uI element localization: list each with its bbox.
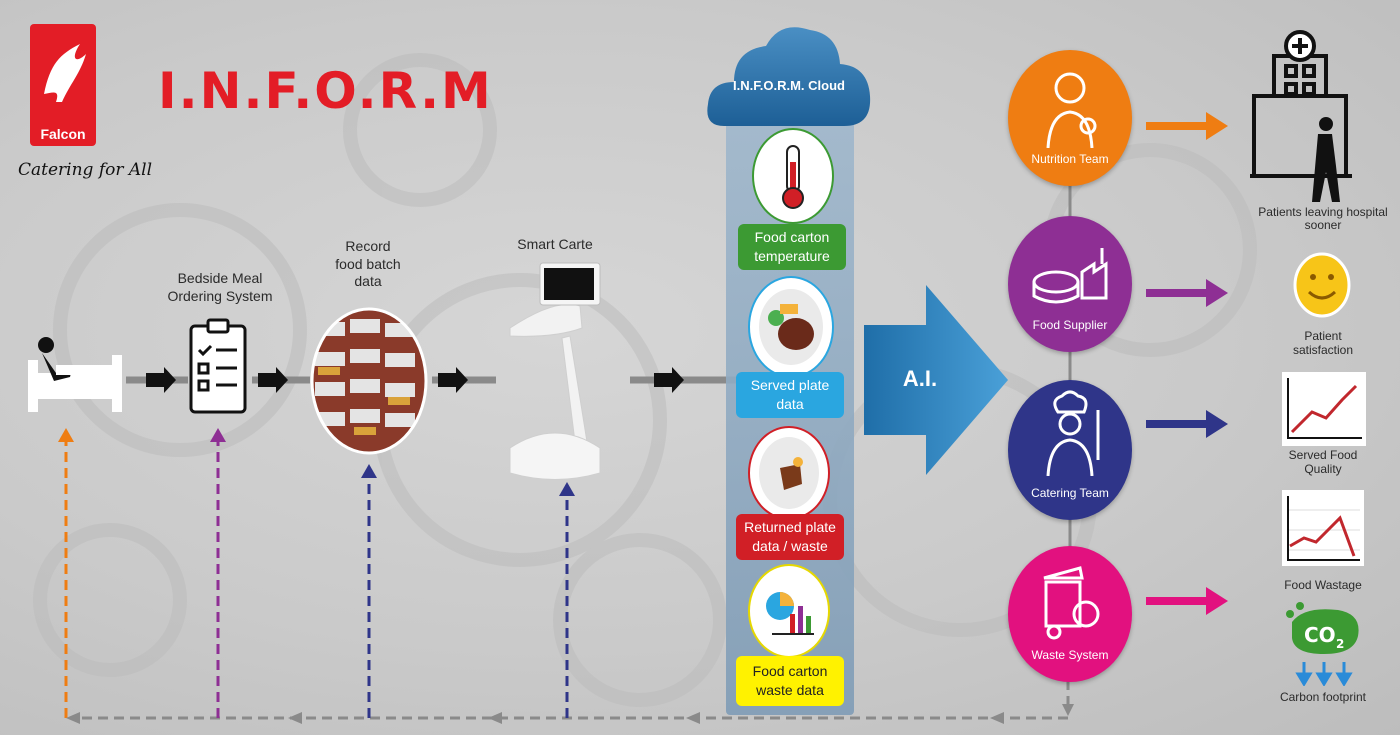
ai-label: A.I. <box>902 366 938 391</box>
co2-footprint-icon: CO 2 <box>1286 602 1359 686</box>
cloud-item-temperature: Food carton temperature <box>738 224 846 270</box>
ai-arrow <box>864 285 1008 475</box>
logo-text: Falcon <box>40 126 86 142</box>
falling-chart-icon <box>1282 490 1364 566</box>
team-food-supplier: Food Supplier <box>1008 216 1132 352</box>
smart-carte-label: Smart Carte <box>517 236 593 252</box>
tagline: Catering for All <box>18 160 153 180</box>
smiley-icon <box>1293 252 1351 318</box>
team-catering: Catering Team <box>1008 380 1132 520</box>
record-batch-label: Record food batch data <box>335 238 401 289</box>
team-nutrition: Nutrition Team <box>1008 50 1132 186</box>
output-arrows <box>1146 112 1228 615</box>
plate-icon <box>748 276 834 378</box>
cloud-item-returned-plate: Returned plate data / waste <box>736 514 844 560</box>
smart-carte-icon <box>509 262 601 480</box>
svg-text:2: 2 <box>1336 637 1344 651</box>
cloud-item-waste-data: Food carton waste data <box>736 656 844 706</box>
leftovers-icon <box>748 426 830 520</box>
team-waste: Waste System <box>1008 546 1132 682</box>
cloud-item-served-plate: Served plate data <box>736 372 844 418</box>
falcon-bird-icon <box>44 44 86 102</box>
hospital-icon <box>1250 30 1352 202</box>
thermometer-icon <box>752 128 834 224</box>
chart-icon <box>748 564 830 658</box>
outcome-carbon-footprint-label: Carbon footprint <box>1279 690 1367 704</box>
page-title: I.N.F.O.R.M <box>158 62 493 120</box>
clipboard-icon <box>189 318 247 414</box>
nutritionist-icon <box>1046 72 1097 148</box>
team-nutrition-label: Nutrition Team <box>1031 152 1109 166</box>
waste-bin-icon <box>1043 566 1100 640</box>
cloud-icon <box>707 27 871 127</box>
team-food-supplier-label: Food Supplier <box>1032 318 1108 332</box>
outcome-food-wastage-label: Food Wastage <box>1284 578 1362 592</box>
patient-bed-icon <box>28 337 122 412</box>
outcome-served-food-quality-label: Served Food Quality <box>1288 448 1358 476</box>
falcon-logo: Falcon <box>30 24 96 146</box>
outcome-patients-leaving-label: Patients leaving hospital sooner <box>1258 205 1388 233</box>
factory-icon <box>1032 248 1108 304</box>
team-catering-label: Catering Team <box>1031 486 1109 500</box>
chef-icon <box>1046 390 1100 476</box>
rising-chart-icon <box>1282 372 1366 446</box>
food-batch-photo <box>310 307 428 455</box>
cloud-title: I.N.F.O.R.M. Cloud <box>733 78 845 93</box>
svg-text:CO: CO <box>1304 623 1336 647</box>
outcome-patient-satisfaction-label: Patient satisfaction <box>1292 329 1354 357</box>
bedside-label: Bedside Meal Ordering System <box>167 270 273 304</box>
team-waste-label: Waste System <box>1031 648 1109 662</box>
